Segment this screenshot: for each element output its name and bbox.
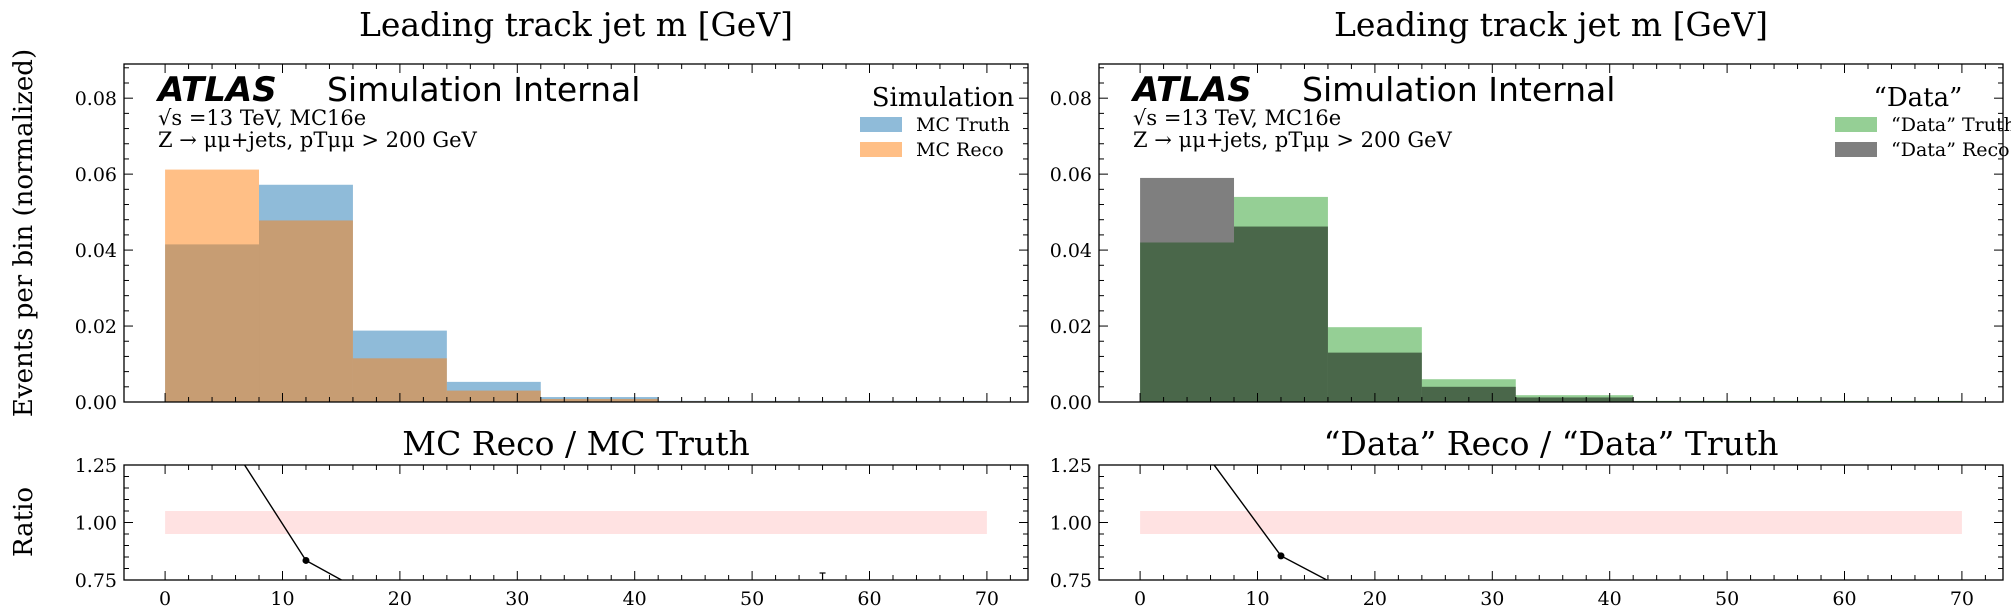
x-tick-label: 40	[623, 588, 647, 610]
x-tick-label: 10	[1245, 588, 1269, 610]
main-y-tick-label: 0.00	[75, 392, 117, 414]
x-tick-label: 0	[159, 588, 171, 610]
main-y-ticks	[124, 67, 1028, 403]
energy-info: √s =13 TeV, MC16e	[1133, 106, 1341, 130]
x-tick-label: 30	[1480, 588, 1504, 610]
main-axes-frame	[123, 63, 1029, 403]
main-axes-frame	[1098, 63, 2004, 403]
x-tick-label: 20	[1363, 588, 1387, 610]
right-panel: Leading track jet m [GeV] “Data” Reco / “…	[1050, 5, 2011, 610]
panel-title: Leading track jet m [GeV]	[1334, 5, 1768, 44]
legend-title: Simulation	[872, 83, 1015, 113]
legend-title: “Data”	[1874, 83, 1963, 113]
atlas-sublabel: Simulation Internal	[327, 70, 640, 109]
legend-entry: MC Reco	[916, 139, 1004, 161]
ratio-title: MC Reco / MC Truth	[402, 424, 749, 463]
histogram-bars	[1140, 177, 1962, 402]
ratio-plot	[1140, 425, 1962, 580]
x-tick-label: 70	[1950, 588, 1974, 610]
energy-info: √s =13 TeV, MC16e	[158, 106, 366, 130]
main-y-tick-label: 0.00	[1050, 392, 1092, 414]
legend: “Data”“Data” Truth “Data” Reco	[1835, 83, 2011, 161]
ratio-title: “Data” Reco / “Data” Truth	[1324, 424, 1779, 463]
left-panel: Leading track jet m [GeV] MC Reco / MC Tr…	[75, 5, 1029, 610]
ratio-point-0	[1184, 425, 1191, 432]
bar-reco-4	[1515, 397, 1634, 402]
ratio-y-tick-label: 1.25	[75, 455, 117, 477]
panel-title: Leading track jet m [GeV]	[359, 5, 793, 44]
x-tick-label: 70	[975, 588, 999, 610]
ratio-y-tick-label: 0.75	[1050, 570, 1092, 592]
main-y-tick-label: 0.04	[75, 240, 117, 262]
legend-swatch	[1835, 117, 1877, 132]
legend-swatch	[860, 117, 902, 132]
atlas-sublabel: Simulation Internal	[1302, 70, 1615, 109]
ratio-plot	[165, 411, 987, 580]
ratio-y-tick-label: 1.00	[1050, 513, 1092, 535]
ratio-point-1	[1277, 552, 1285, 560]
x-tick-label: 50	[1715, 588, 1739, 610]
legend-entry: “Data” Truth	[1891, 114, 2011, 136]
main-y-tick-label: 0.08	[75, 88, 117, 110]
main-y-tick-label: 0.04	[1050, 240, 1092, 262]
x-tick-label: 20	[388, 588, 412, 610]
bar-reco-1	[259, 220, 353, 402]
ratio-y-tick-label: 1.00	[75, 513, 117, 535]
ratio-y-tick-label: 1.25	[1050, 455, 1092, 477]
x-tick-label: 0	[1134, 588, 1146, 610]
ratio-point-0	[209, 411, 216, 418]
x-tick-label: 50	[740, 588, 764, 610]
x-ticks	[1139, 64, 1986, 580]
selection-info: Z → μμ+jets, pTμμ > 200 GeV	[1133, 128, 1453, 152]
atlas-label: ATLAS	[155, 70, 277, 110]
main-y-tick-label: 0.02	[75, 316, 117, 338]
ratio-y-ticks	[1099, 464, 2003, 581]
y-axis-label-main: Events per bin (normalized)	[9, 49, 39, 417]
bar-reco-4	[540, 398, 659, 402]
ratio-y-tick-label: 0.75	[75, 570, 117, 592]
main-y-ticks	[1099, 67, 2003, 403]
bar-reco-1	[1234, 226, 1328, 402]
y-axis-label-ratio: Ratio	[9, 487, 39, 557]
ratio-uncertainty-band	[1140, 511, 1962, 534]
main-y-tick-label: 0.06	[1050, 164, 1092, 186]
x-tick-label: 60	[1832, 588, 1856, 610]
x-ticks	[164, 64, 1011, 580]
main-y-tick-label: 0.06	[75, 164, 117, 186]
legend-swatch	[860, 142, 902, 157]
legend-entry: “Data” Reco	[1891, 139, 2010, 161]
ratio-point-1	[302, 556, 310, 564]
main-y-tick-label: 0.08	[1050, 88, 1092, 110]
x-tick-label: 10	[270, 588, 294, 610]
bar-reco-0	[165, 169, 260, 402]
atlas-label: ATLAS	[1130, 70, 1252, 110]
ratio-y-ticks	[124, 464, 1028, 581]
legend-entry: MC Truth	[916, 114, 1010, 136]
ratio-uncertainty-band	[165, 511, 987, 534]
selection-info: Z → μμ+jets, pTμμ > 200 GeV	[158, 128, 478, 152]
x-tick-label: 60	[857, 588, 881, 610]
x-tick-label: 40	[1598, 588, 1622, 610]
bar-reco-0	[1140, 177, 1235, 402]
main-y-tick-label: 0.02	[1050, 316, 1092, 338]
legend-swatch	[1835, 142, 1877, 157]
bar-reco-3	[446, 390, 541, 402]
x-tick-label: 30	[505, 588, 529, 610]
histogram-bars	[165, 169, 987, 402]
